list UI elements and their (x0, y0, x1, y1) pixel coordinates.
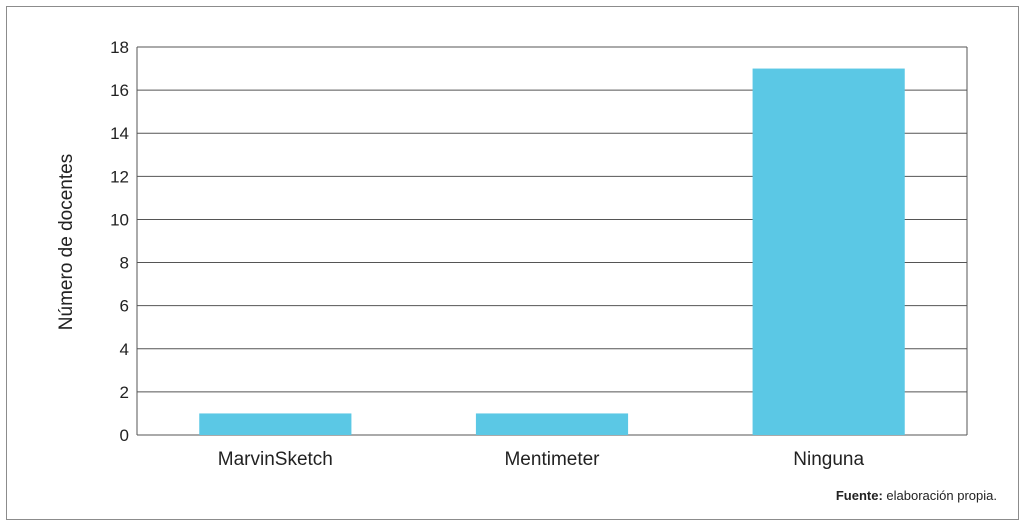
y-tick-label: 14 (110, 124, 129, 143)
y-tick-label: 16 (110, 81, 129, 100)
y-tick-label: 12 (110, 167, 129, 186)
bars (199, 68, 905, 436)
source-note: Fuente: elaboración propia. (836, 488, 997, 503)
y-tick-label: 8 (120, 254, 129, 273)
source-label: Fuente: (835, 488, 883, 503)
bar (199, 413, 352, 435)
source-text: elaboración propia. (882, 488, 997, 503)
bar (752, 68, 905, 436)
y-tick-label: 18 (110, 38, 129, 57)
y-axis-label: Número de docentes (56, 154, 77, 330)
x-tick-labels: MarvinSketch Mentimeter Ninguna (218, 449, 865, 470)
bar (475, 413, 629, 435)
x-tick-label: Mentimeter (504, 449, 600, 470)
x-tick-label: MarvinSketch (218, 449, 333, 470)
y-tick-label: 6 (120, 297, 129, 316)
x-tick-label: Ninguna (793, 449, 864, 470)
y-tick-label: 0 (120, 426, 129, 445)
y-tick-label: 4 (120, 340, 129, 359)
y-tick-labels: 0 2 4 6 8 10 12 14 16 18 (110, 38, 129, 445)
y-tick-label: 10 (110, 210, 129, 229)
y-tick-label: 2 (120, 383, 129, 402)
